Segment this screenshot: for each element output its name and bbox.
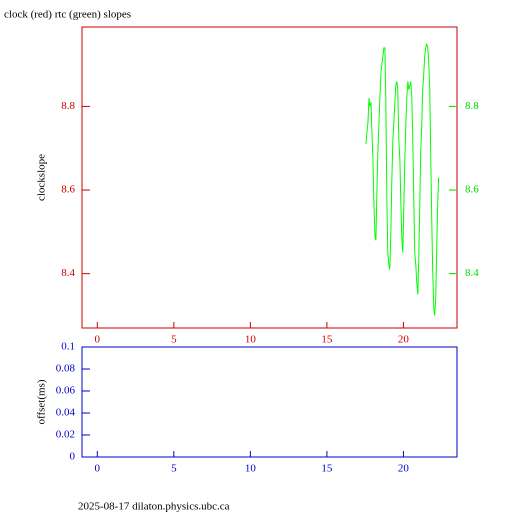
x-tick-label: 0 [95,334,101,346]
x-tick-label: 0 [95,463,101,475]
plot-frame [81,26,458,329]
y-tick-label: 0 [70,451,76,463]
y-axis-label: clockslope [36,154,48,201]
y-tick-label: 8.4 [61,267,75,279]
plot-frame [81,346,458,458]
x-tick-label: 10 [245,463,257,475]
x-tick-label: 15 [321,334,333,346]
y-tick-label: 0.08 [56,363,76,375]
y-tick-label: 0.04 [56,407,76,419]
x-tick-label: 5 [171,463,177,475]
y2-tick-label: 8.4 [465,267,479,279]
y-tick-label: 8.8 [61,100,75,112]
y-tick-label: 0.06 [56,385,76,397]
y-tick-label: 8.6 [61,184,75,196]
y-tick-label: 0.1 [61,341,75,353]
y-tick-label: 0.02 [56,429,75,441]
x-tick-label: 10 [245,334,257,346]
x-tick-label: 20 [398,463,410,475]
y-axis-label: offset(ms) [36,379,48,424]
footer: 2025-08-17 dilaton.physics.ubc.ca [78,501,230,512]
y2-tick-label: 8.8 [465,100,479,112]
data-line [365,43,440,316]
x-tick-label: 20 [398,334,410,346]
chart-title: clock (red) rtc (green) slopes [4,9,131,21]
x-tick-label: 15 [321,463,333,475]
y2-tick-label: 8.6 [465,184,479,196]
x-tick-label: 5 [171,334,177,346]
